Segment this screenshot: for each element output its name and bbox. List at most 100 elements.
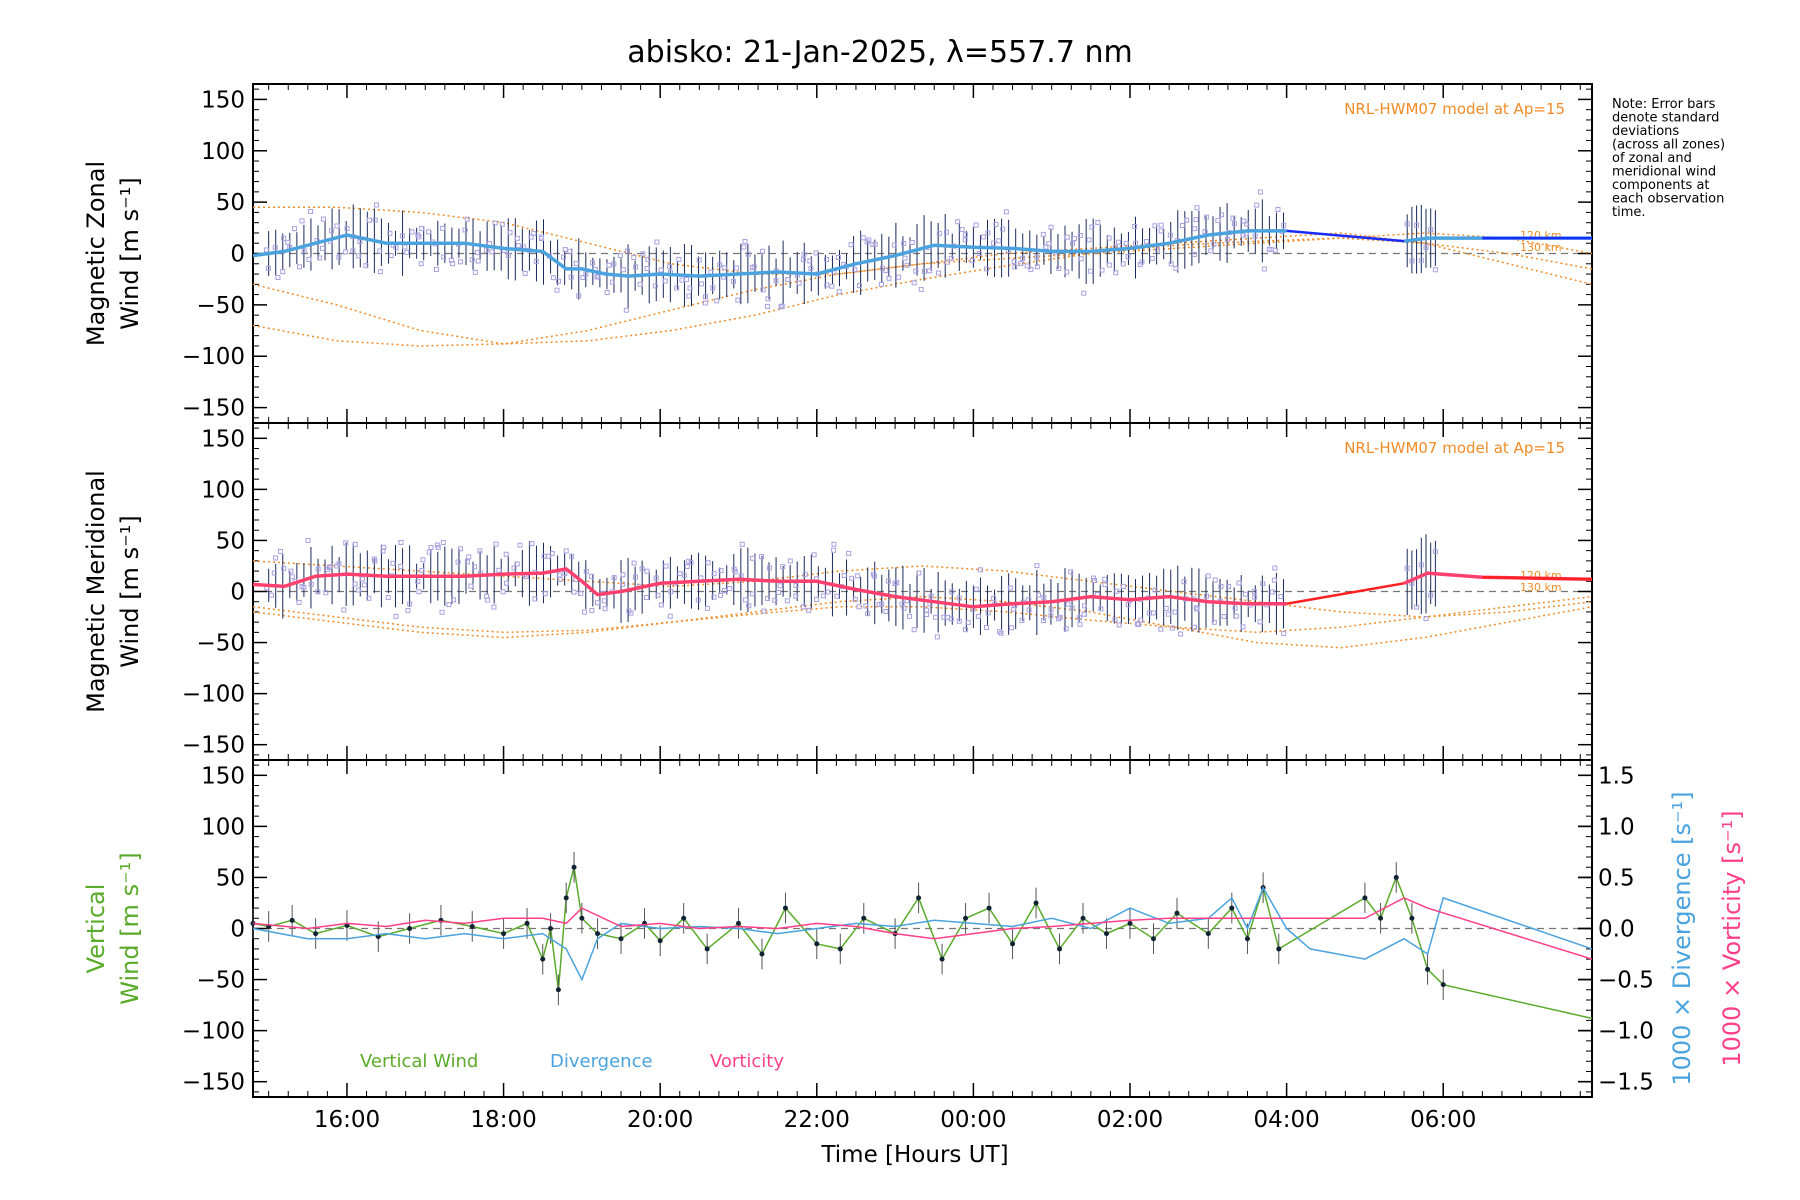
data-point <box>1423 616 1429 622</box>
data-point <box>1240 624 1246 630</box>
data-point <box>1099 267 1105 273</box>
data-point <box>472 269 478 275</box>
data-point <box>1048 606 1054 612</box>
data-point <box>1115 239 1121 245</box>
model-curve <box>253 206 1593 286</box>
data-point <box>357 239 363 245</box>
vertical-panel: −150 −100 −50 0 50 100 150 Vertical Wind [m s⁻¹]… <box>82 759 1746 1098</box>
model-annotation: NRL-HWM07 model at Ap=15 <box>1344 439 1565 457</box>
data-point <box>1069 605 1075 611</box>
data-point <box>879 601 885 607</box>
data-point <box>1151 610 1157 616</box>
data-point <box>1000 226 1006 232</box>
data-point <box>420 557 426 563</box>
data-point <box>1082 603 1088 609</box>
data-point <box>1432 267 1438 273</box>
data-point <box>320 216 326 222</box>
data-point <box>831 547 837 553</box>
data-point <box>1236 580 1242 586</box>
data-point <box>837 946 843 952</box>
data-point <box>927 268 933 274</box>
data-point <box>704 946 710 952</box>
data-point <box>1158 626 1164 632</box>
data-point <box>1033 900 1039 906</box>
data-point <box>528 234 534 240</box>
note-line: each observation <box>1612 192 1724 207</box>
y-tick-label: −100 <box>182 1019 245 1045</box>
plot-frame <box>252 759 1593 1098</box>
x-tick-label: 18:00 <box>470 1107 536 1133</box>
data-point <box>969 258 975 264</box>
data-point <box>631 254 637 260</box>
data-point <box>746 603 752 609</box>
data-point <box>292 226 298 232</box>
data-point <box>1134 621 1140 627</box>
data-point <box>1116 622 1122 628</box>
data-point <box>1281 222 1287 228</box>
y-tick-label: −50 <box>196 293 245 319</box>
data-point <box>872 241 878 247</box>
data-point <box>739 541 745 547</box>
data-point <box>834 593 840 599</box>
data-point <box>499 221 505 227</box>
interpolated-line <box>1286 229 1405 243</box>
data-point <box>380 548 386 554</box>
data-point <box>933 614 939 620</box>
data-point <box>439 609 445 615</box>
data-point <box>1414 222 1420 228</box>
data-point <box>363 263 369 269</box>
data-point <box>658 267 664 273</box>
data-point <box>913 268 919 274</box>
data-point <box>705 560 711 566</box>
data-point <box>308 208 314 214</box>
data-point <box>1165 611 1171 617</box>
data-point <box>679 277 685 283</box>
y-tick-label: 100 <box>201 814 245 840</box>
y-tick-label: 50 <box>216 190 245 216</box>
data-point <box>556 278 562 284</box>
plot-frame <box>252 422 1593 761</box>
data-point <box>1132 224 1138 230</box>
data-point <box>517 542 523 548</box>
data-point <box>1233 613 1239 619</box>
data-point <box>800 257 806 263</box>
y-tick-label: 100 <box>201 477 245 503</box>
data-point <box>684 276 690 282</box>
data-point <box>975 613 981 619</box>
data-point <box>902 255 908 261</box>
data-point <box>560 254 566 260</box>
data-point <box>644 265 650 271</box>
data-point <box>301 248 307 254</box>
y-tick-label: 150 <box>201 426 245 452</box>
data-point <box>350 248 356 254</box>
y2-tick-label: −1.0 <box>1598 1019 1654 1045</box>
data-point <box>776 589 782 595</box>
data-point <box>876 602 882 608</box>
y2-tick-label: 0.0 <box>1598 917 1635 943</box>
data-point <box>631 560 637 566</box>
data-point <box>1240 232 1246 238</box>
data-point <box>721 265 727 271</box>
data-point <box>674 285 680 291</box>
data-point <box>1409 915 1415 921</box>
data-point <box>419 226 425 232</box>
data-point <box>277 548 283 554</box>
data-point <box>750 555 756 561</box>
data-point <box>984 266 990 272</box>
data-point <box>1106 235 1112 241</box>
meridional-wind-line <box>252 567 1593 609</box>
data-point <box>1225 584 1231 590</box>
data-point <box>446 602 452 608</box>
data-point <box>441 254 447 260</box>
data-point <box>343 249 349 255</box>
data-point <box>625 248 631 254</box>
data-point <box>904 262 910 268</box>
data-point <box>1181 579 1187 585</box>
altitude-label: 130 km <box>1520 241 1562 254</box>
data-point <box>1011 259 1017 265</box>
data-point <box>1191 251 1197 257</box>
data-point <box>956 595 962 601</box>
data-point <box>1215 217 1221 223</box>
data-point <box>841 573 847 579</box>
data-point <box>317 255 323 261</box>
